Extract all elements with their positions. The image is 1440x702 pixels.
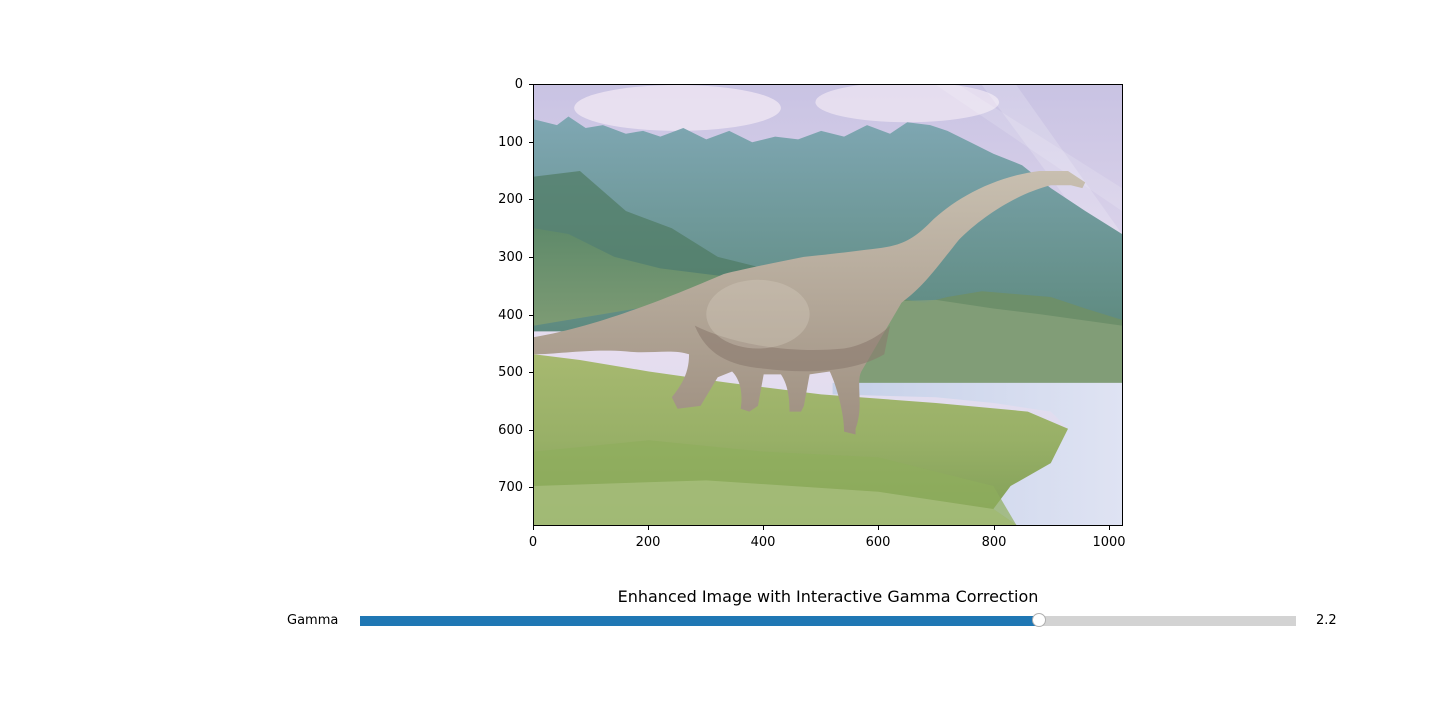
y-tick-mark (529, 84, 533, 85)
gamma-slider-label: Gamma (287, 613, 339, 628)
x-tick-mark (878, 526, 879, 530)
figure-title: Enhanced Image with Interactive Gamma Co… (617, 587, 1039, 606)
x-tick-mark (994, 526, 995, 530)
x-tick-label: 0 (528, 535, 538, 550)
x-tick-label: 400 (750, 535, 776, 550)
image-axes (533, 84, 1123, 526)
gamma-slider[interactable] (360, 613, 1296, 627)
y-tick-mark (529, 142, 533, 143)
y-tick-label: 300 (498, 250, 523, 265)
x-tick-label: 800 (981, 535, 1007, 550)
y-tick-label: 100 (498, 135, 523, 150)
gamma-value: 2.2 (1316, 613, 1337, 628)
y-tick-label: 400 (498, 308, 523, 323)
x-tick-label: 200 (635, 535, 661, 550)
y-tick-label: 600 (498, 423, 523, 438)
gamma-slider-fill (360, 616, 1039, 626)
y-tick-label: 200 (498, 192, 523, 207)
y-tick-mark (529, 487, 533, 488)
y-tick-mark (529, 372, 533, 373)
x-tick-mark (533, 526, 534, 530)
y-tick-mark (529, 315, 533, 316)
y-tick-mark (529, 257, 533, 258)
y-tick-mark (529, 430, 533, 431)
x-tick-label: 600 (865, 535, 891, 550)
x-tick-mark (763, 526, 764, 530)
gamma-slider-handle[interactable] (1031, 613, 1046, 627)
y-tick-label: 700 (498, 480, 523, 495)
y-tick-label: 500 (498, 365, 523, 380)
y-tick-mark (529, 199, 533, 200)
y-tick-label: 0 (514, 77, 523, 92)
dinosaur-image (534, 85, 1122, 525)
x-tick-mark (648, 526, 649, 530)
x-tick-label: 1000 (1092, 535, 1126, 550)
x-tick-mark (1109, 526, 1110, 530)
